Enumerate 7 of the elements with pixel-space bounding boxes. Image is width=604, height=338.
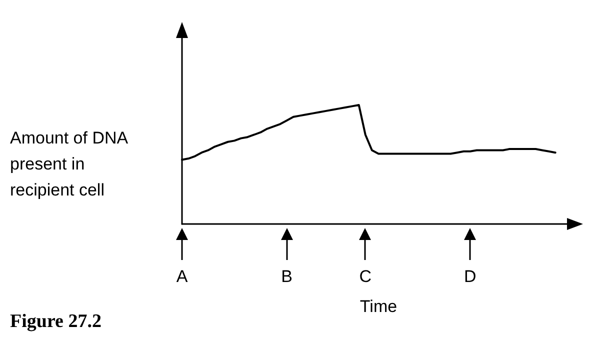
y-axis-title: Amount of DNA present in recipient cell bbox=[10, 128, 132, 200]
caption: Figure 27.2 bbox=[10, 311, 102, 332]
x-tick-label: A bbox=[176, 267, 188, 286]
x-tick-label: D bbox=[464, 267, 476, 286]
x-axis-title: Time bbox=[360, 297, 398, 316]
x-tick-label: C bbox=[359, 267, 372, 286]
x-tick-label: B bbox=[281, 267, 292, 286]
